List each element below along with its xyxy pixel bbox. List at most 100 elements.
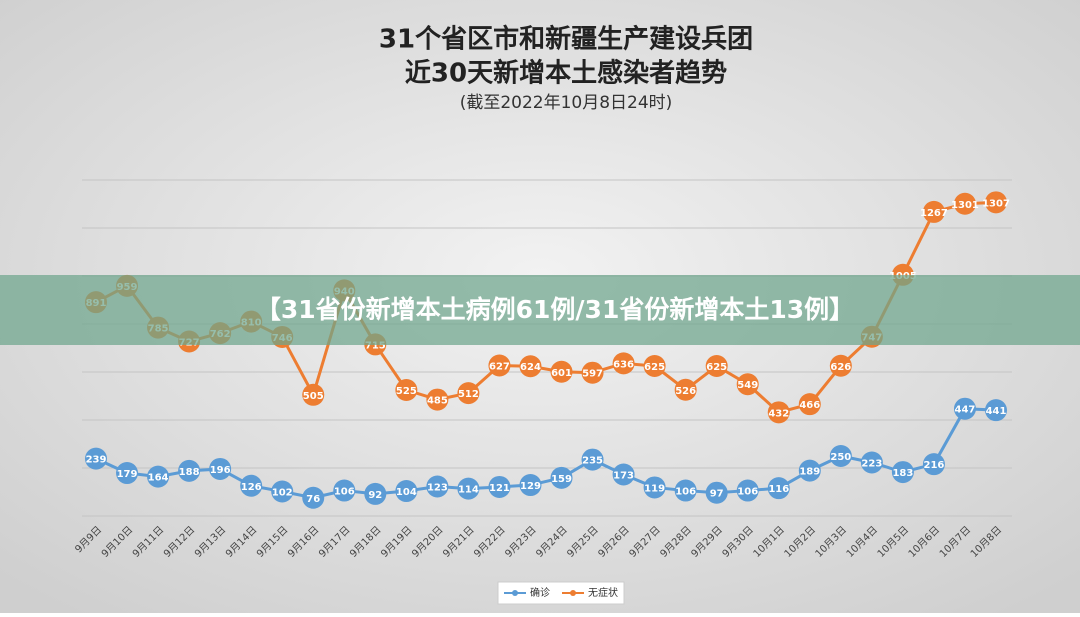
data-label: 601 [551,368,572,379]
point [736,479,759,502]
point [922,200,945,223]
chart-subtitle: (截至2022年10月8日24时) [460,93,673,113]
data-label: 625 [644,362,665,373]
data-label: 106 [334,487,355,498]
point [829,445,852,467]
data-label: 525 [396,386,417,397]
data-label: 106 [737,487,758,498]
banner-text: 【31省份新增本土病例61例/31省份新增本土13例】 [256,295,854,324]
point [426,388,449,411]
data-label: 235 [582,456,603,467]
data-label: 239 [86,455,107,466]
data-label: 106 [675,487,696,498]
legend [497,581,625,605]
point [612,352,635,375]
data-label: 92 [368,490,382,501]
point [643,355,666,377]
data-label: 223 [861,458,882,469]
data-label: 121 [489,483,510,494]
point [550,360,573,383]
point [302,383,325,406]
point [333,479,356,502]
point [674,378,697,401]
data-label: 164 [148,473,169,484]
legend-label: 无症状 [588,586,618,599]
data-label: 485 [427,396,448,407]
point [891,461,914,484]
data-label: 1301 [951,200,979,211]
data-label: 625 [706,362,727,373]
point [364,482,387,505]
legend-swatch [512,590,518,596]
point [147,465,170,488]
data-label: 76 [306,494,320,505]
point [581,361,604,384]
banner-group: 【31省份新增本土病例61例/31省份新增本土13例】 [0,275,1080,345]
point [736,373,759,396]
point [922,453,945,476]
point [240,474,263,497]
point [643,476,666,499]
point [519,474,542,497]
point [85,447,107,470]
legend-swatch [570,590,576,596]
point [519,355,542,378]
data-label: 179 [117,469,138,480]
data-label: 189 [799,467,820,478]
point [395,480,418,503]
point [457,382,480,405]
data-label: 526 [675,386,696,397]
data-label: 123 [427,482,448,493]
point [271,480,294,503]
data-label: 102 [272,488,293,499]
data-label: 512 [458,389,479,400]
data-label: 441 [986,406,1007,417]
data-label: 1267 [920,208,948,219]
data-label: 1307 [982,198,1010,209]
point [581,448,604,471]
point [457,477,480,500]
point [488,354,511,377]
chart-title: 31个省区市和新疆生产建设兵团 [379,24,753,55]
point [395,379,418,401]
data-label: 104 [396,487,417,498]
data-label: 597 [582,369,603,380]
point [953,192,976,215]
data-label: 159 [551,474,572,485]
point [209,457,232,480]
point [798,459,821,482]
point [705,355,728,377]
data-label: 116 [768,484,789,495]
data-label: 97 [710,489,724,500]
data-label: 624 [520,362,541,373]
data-label: 196 [210,465,231,476]
data-label: 129 [520,481,541,492]
point [767,401,790,424]
point [550,466,573,489]
point [488,475,511,498]
point [953,397,976,420]
data-label: 216 [923,460,944,471]
banner [0,275,1080,345]
point [116,462,139,485]
point [829,354,852,377]
point [860,451,883,474]
data-label: 250 [830,452,851,463]
point [705,481,728,504]
data-label: 114 [458,485,479,496]
data-label: 626 [830,362,851,373]
data-label: 466 [799,400,820,411]
point [985,191,1007,214]
data-label: 183 [892,468,913,479]
data-label: 505 [303,391,324,402]
data-label: 188 [179,467,200,478]
point [426,475,449,498]
data-label: 715 [365,340,386,351]
data-label: 447 [955,405,976,416]
point [674,479,697,502]
point [612,463,635,486]
data-label: 173 [613,470,634,481]
data-label: 636 [613,359,634,370]
data-label: 627 [489,362,510,373]
